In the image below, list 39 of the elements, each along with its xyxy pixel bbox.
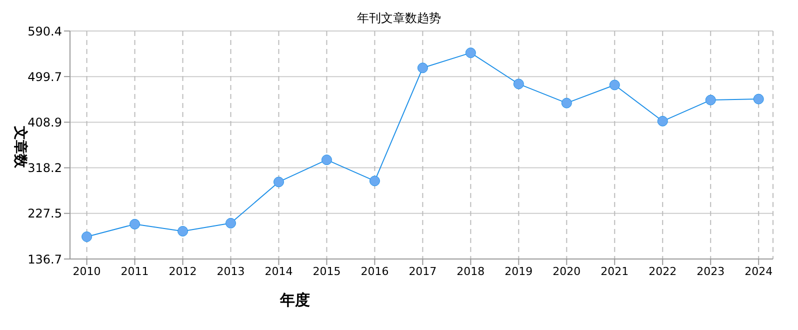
point: [226, 218, 236, 228]
point: [609, 80, 620, 90]
y-tick-label: 499.7: [28, 70, 62, 84]
x-tick-label: 2019: [504, 264, 533, 278]
y-tick-label: 408.9: [28, 115, 62, 130]
point: [178, 226, 188, 236]
x-axis-title: 年度: [280, 291, 310, 310]
point: [273, 176, 284, 188]
x-tick-label: 2012: [168, 264, 197, 278]
point: [465, 48, 476, 58]
x-tick-label: 2015: [312, 264, 341, 278]
point: [753, 94, 764, 104]
chart-title: 年刊文章数趋势: [357, 11, 441, 25]
point: [321, 154, 332, 166]
x-tick-label: 2018: [456, 264, 485, 278]
x-tick-label: 2022: [648, 264, 677, 278]
x-tick-label: 2023: [696, 264, 725, 278]
x-tick-label: 2010: [72, 264, 101, 278]
x-tick-label: 2011: [120, 264, 149, 278]
y-tick-label: 590.4: [28, 24, 62, 38]
point: [82, 231, 92, 242]
point: [369, 176, 380, 186]
point: [561, 98, 572, 108]
y-axis-title: 文章数: [11, 126, 28, 170]
x-tick-label: 2024: [744, 264, 773, 278]
x-tick-label: 2020: [552, 264, 581, 278]
point: [417, 62, 428, 74]
point: [513, 78, 524, 90]
y-tick-label: 136.7: [28, 252, 62, 266]
x-tick-label: 2016: [360, 264, 389, 278]
point: [705, 94, 716, 106]
y-tick-label: 227.5: [28, 206, 62, 221]
x-tick-label: 2014: [264, 264, 293, 278]
x-tick-label: 2013: [216, 264, 245, 278]
x-tick-label: 2017: [408, 264, 437, 278]
y-tick-label: 318.2: [28, 161, 62, 176]
point: [130, 218, 140, 230]
point: [657, 116, 668, 126]
x-tick-label: 2021: [600, 264, 629, 278]
